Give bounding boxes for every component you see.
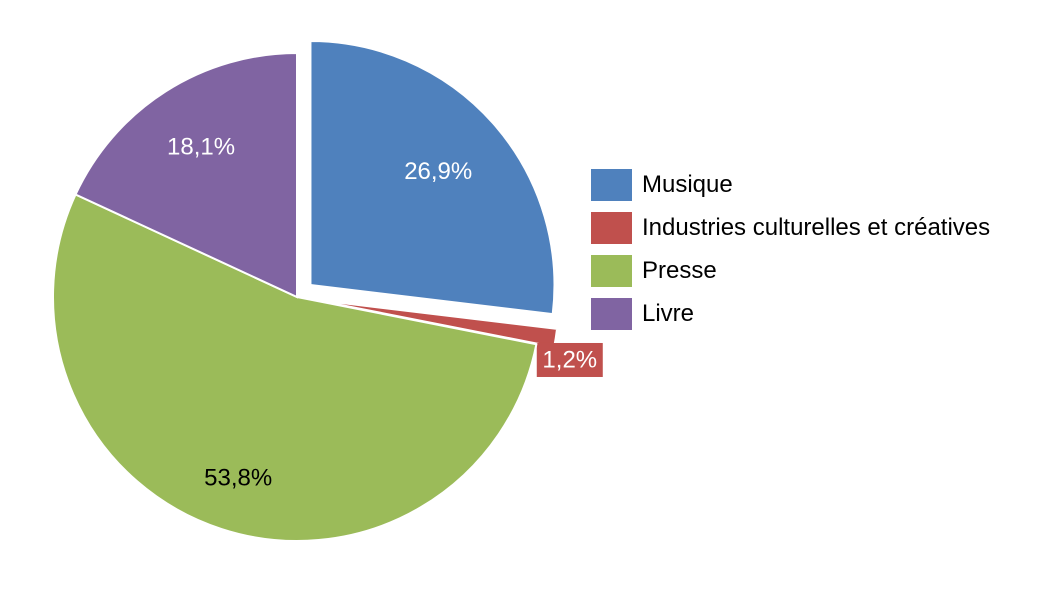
legend-label-musique: Musique [642,170,733,198]
data-label-presse: 53,8% [204,465,272,492]
legend-item-musique: Musique [591,163,990,206]
legend-item-industries: Industries culturelles et créatives [591,206,990,249]
legend: Musique Industries culturelles et créati… [591,163,990,335]
data-label-livre: 18,1% [167,133,235,160]
legend-swatch-industries [591,211,632,244]
legend-swatch-presse [591,254,632,287]
data-label-musique: 26,9% [404,158,472,185]
legend-item-presse: Presse [591,249,990,292]
data-label-industries-culturelles-et-creatives: 1,2% [542,346,597,373]
legend-item-livre: Livre [591,292,990,335]
pie-slice-livre [74,51,298,299]
legend-label-livre: Livre [642,299,695,327]
legend-swatch-livre [591,297,632,330]
pie-slice-presse [52,193,538,542]
legend-swatch-musique [591,168,632,201]
data-label-bg-industries-culturelles-et-creatives [536,342,603,377]
pie-slice-musique [309,40,556,316]
legend-label-presse: Presse [642,256,717,284]
legend-label-industries: Industries culturelles et créatives [642,213,991,241]
